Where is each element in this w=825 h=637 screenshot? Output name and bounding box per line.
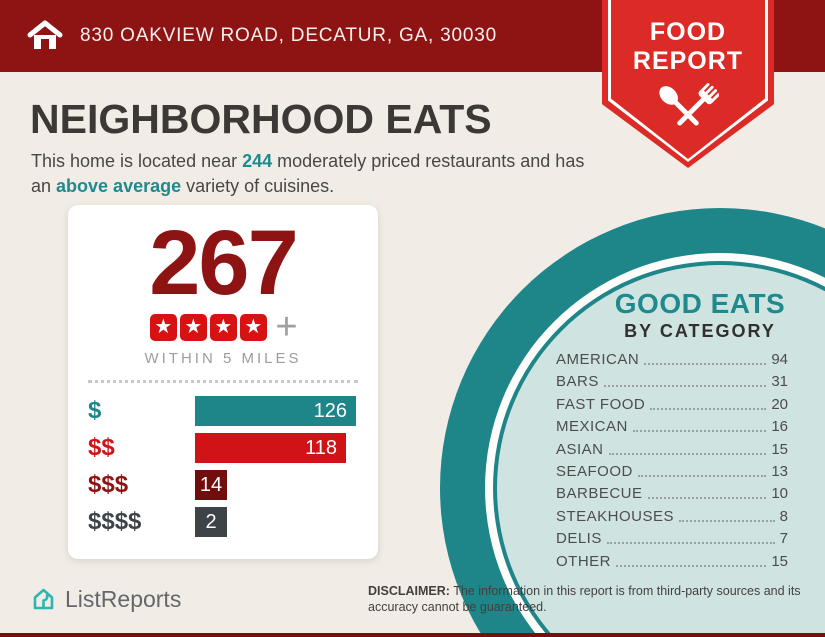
listreports-wordmark: ListReports — [65, 586, 182, 612]
good-eats-subtitle: BY CATEGORY — [624, 321, 776, 341]
category-label: STEAKHOUSES — [556, 507, 675, 525]
category-list: AMERICAN 94 BARS 31 FAST FOOD 20 MEXICAN 16 ASIA… — [556, 351, 788, 577]
price-tier-bar-chart: $126 $$ 118 $$$ 14 $$$$ 2 — [68, 396, 378, 537]
bar-track: 126 — [195, 396, 358, 426]
dotted-leader — [606, 542, 775, 545]
bar-fill: 2 — [195, 507, 227, 537]
category-value: 16 — [771, 418, 788, 436]
category-row: OTHER 15 — [556, 552, 788, 570]
star-tiles: ★ ★ ★ ★ — [148, 313, 268, 341]
restaurant-count: 244 — [242, 151, 273, 171]
price-bar-row: $$$ 14 — [88, 470, 358, 500]
category-value: 15 — [771, 552, 788, 570]
price-bar-row: $$ 118 — [88, 433, 358, 463]
category-row: BARS 31 — [556, 373, 788, 391]
category-row: SEAFOOD 13 — [556, 462, 788, 480]
subtitle-text: This home is located near — [31, 151, 243, 171]
bar-fill: 118 — [195, 433, 346, 463]
price-tier-label: $$ — [88, 434, 115, 461]
category-label: MEXICAN — [556, 418, 628, 436]
ribbon-title-line2: REPORT — [632, 47, 744, 75]
category-label: OTHER — [556, 552, 611, 570]
dotted-leader — [650, 407, 767, 410]
star-icon: ★ — [209, 313, 237, 341]
total-restaurant-count: 267 — [149, 212, 299, 314]
ribbon-content: FOOD REPORT — [602, 0, 774, 168]
bar-track: 118 — [195, 433, 358, 463]
star-icon: ★ — [179, 313, 207, 341]
star-rating: ★ ★ ★ ★ + — [68, 305, 378, 348]
disclaimer-text: The information in this report is from t… — [368, 584, 801, 614]
dotted-leader — [616, 564, 767, 567]
bar-value: 14 — [199, 473, 223, 496]
category-label: BARBECUE — [556, 485, 643, 503]
category-row: BARBECUE 10 — [556, 485, 788, 503]
category-row: MEXICAN 16 — [556, 418, 788, 436]
price-tier-label: $$$ — [88, 471, 129, 498]
ribbon-title-line1: FOOD — [649, 18, 727, 46]
category-row: FAST FOOD 20 — [556, 395, 788, 413]
category-value: 94 — [771, 351, 788, 368]
restaurant-summary-card: 267 ★ ★ ★ ★ + WITHIN 5 MILES $126 $$ 118 $$$ 14… — [68, 205, 378, 559]
category-label: BARS — [556, 373, 599, 391]
price-tier-label: $ — [88, 397, 102, 424]
category-label: AMERICAN — [556, 351, 640, 368]
disclaimer-label: DISCLAIMER: — [368, 584, 450, 598]
dotted-leader — [679, 519, 775, 522]
category-value: 13 — [771, 462, 788, 480]
radius-label: WITHIN 5 MILES — [144, 350, 302, 367]
home-icon — [27, 20, 63, 49]
bar-value: 118 — [305, 436, 337, 459]
star-icon: ★ — [239, 313, 267, 341]
page-subtitle: This home is located near 244 moderately… — [31, 149, 609, 199]
listreports-brand: ListReports — [30, 586, 181, 613]
category-row: DELIS 7 — [556, 530, 788, 548]
star-icon: ★ — [149, 313, 177, 341]
category-row: AMERICAN 94 — [556, 351, 788, 368]
good-eats-heading: GOOD EATS BY CATEGORY — [540, 288, 825, 342]
price-bar-row: $$$$ 2 — [88, 507, 358, 537]
plus-sign: + — [275, 305, 298, 348]
spoon-fork-icon — [659, 83, 720, 126]
category-label: DELIS — [556, 530, 602, 548]
price-bar-row: $126 — [88, 396, 358, 426]
category-value: 31 — [771, 373, 788, 391]
subtitle-text: variety of cuisines. — [181, 176, 335, 196]
dotted-divider — [88, 380, 358, 383]
category-row: STEAKHOUSES 8 — [556, 507, 788, 525]
bar-value: 126 — [313, 399, 347, 422]
category-value: 15 — [771, 440, 788, 458]
category-label: FAST FOOD — [556, 395, 646, 413]
disclaimer: DISCLAIMER: The information in this repo… — [368, 584, 820, 615]
category-value: 20 — [771, 395, 788, 413]
category-value: 8 — [779, 507, 788, 525]
category-row: ASIAN 15 — [556, 440, 788, 458]
food-report-ribbon: FOOD REPORT — [602, 0, 774, 168]
bar-value: 2 — [205, 510, 217, 533]
page-title: NEIGHBORHOOD EATS — [30, 96, 492, 142]
price-tier-label: $$$$ — [88, 508, 142, 535]
subtitle-text: moderately priced restaurants and has an — [31, 151, 585, 196]
category-label: SEAFOOD — [556, 462, 633, 480]
dotted-leader — [647, 497, 767, 500]
dotted-leader — [644, 363, 767, 365]
bar-track: 14 — [195, 470, 358, 500]
bar-fill: 14 — [195, 470, 227, 500]
property-address: 830 OAKVIEW ROAD, DECATUR, GA, 30030 — [80, 25, 498, 46]
bottom-accent-strip — [0, 633, 825, 637]
dotted-leader — [637, 474, 767, 477]
category-value: 7 — [779, 530, 788, 548]
bar-fill: 126 — [195, 396, 356, 426]
category-value: 10 — [771, 485, 788, 503]
listreports-logo-icon — [33, 588, 54, 610]
bar-track: 2 — [195, 507, 358, 537]
dotted-leader — [603, 385, 767, 388]
variety-highlight: above average — [56, 176, 182, 196]
good-eats-title: GOOD EATS — [614, 288, 786, 319]
dotted-leader — [632, 430, 767, 433]
dotted-leader — [608, 452, 767, 455]
category-label: ASIAN — [556, 440, 604, 458]
